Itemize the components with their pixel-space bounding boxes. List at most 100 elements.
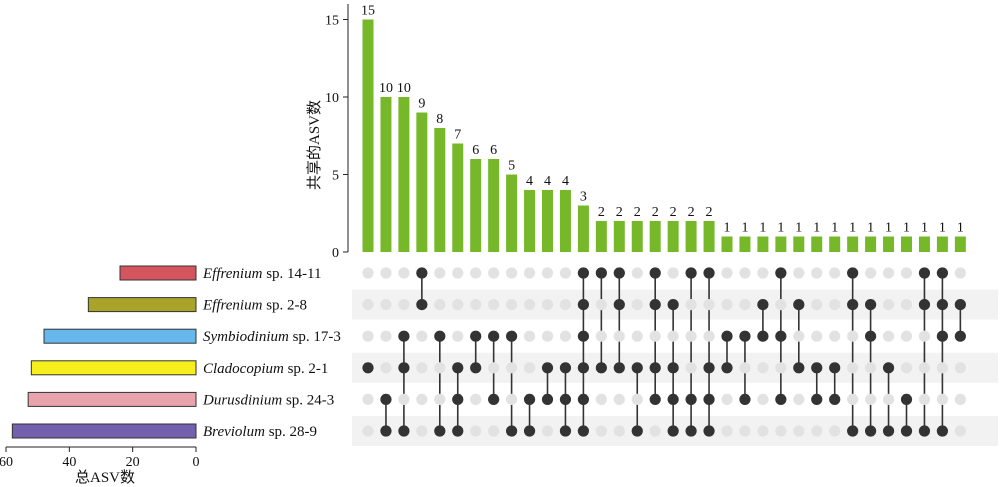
matrix-dot-inactive xyxy=(739,362,751,374)
matrix-dot-active xyxy=(757,299,769,311)
matrix-dot-active xyxy=(936,267,949,279)
matrix-dot-inactive xyxy=(362,330,374,342)
x-tick-label: 60 xyxy=(0,455,13,470)
matrix-dot-active xyxy=(649,267,661,279)
matrix-dot-inactive xyxy=(506,299,518,311)
bar-value-label: 7 xyxy=(454,128,461,143)
matrix-dot-inactive xyxy=(595,393,607,405)
matrix-dot-active xyxy=(649,362,661,374)
matrix-dot-inactive xyxy=(900,362,913,374)
matrix-dot-inactive xyxy=(506,267,518,279)
matrix-dot-inactive xyxy=(811,299,823,311)
matrix-dot-inactive xyxy=(362,299,374,311)
bar-value-label: 1 xyxy=(867,221,874,236)
bar-value-label: 6 xyxy=(472,143,479,158)
intersection-bar xyxy=(380,97,392,252)
intersection-bar xyxy=(631,221,643,252)
y-tick-label: 15 xyxy=(325,14,339,29)
matrix-dot-active xyxy=(577,330,590,342)
intersection-bar xyxy=(918,236,930,252)
bar-value-label: 15 xyxy=(361,4,375,19)
matrix-dot-active xyxy=(882,362,895,374)
matrix-dot-inactive xyxy=(506,393,518,405)
bar-value-label: 2 xyxy=(670,205,677,220)
matrix-dot-inactive xyxy=(936,362,949,374)
matrix-dot-inactive xyxy=(882,393,895,405)
matrix-dot-inactive xyxy=(649,425,661,437)
matrix-dot-inactive xyxy=(559,267,572,279)
bar-value-label: 1 xyxy=(885,221,892,236)
matrix-dot-inactive xyxy=(470,393,482,405)
matrix-dot-active xyxy=(954,299,966,311)
matrix-dot-inactive xyxy=(757,267,769,279)
matrix-dot-inactive xyxy=(685,330,697,342)
matrix-dot-inactive xyxy=(847,393,859,405)
matrix-dot-active xyxy=(416,267,428,279)
y-tick-label: 10 xyxy=(325,91,339,106)
intersection-bar xyxy=(757,236,769,252)
matrix-dot-active xyxy=(703,362,715,374)
bar-value-label: 2 xyxy=(706,205,713,220)
matrix-dot-inactive xyxy=(721,393,733,405)
matrix-dot-inactive xyxy=(631,393,643,405)
matrix-dot-inactive xyxy=(865,362,877,374)
matrix-dot-inactive xyxy=(954,362,966,374)
matrix-dot-active xyxy=(595,362,607,374)
x-axis-label: 总ASV数 xyxy=(75,469,135,486)
matrix-dot-inactive xyxy=(380,299,392,311)
set-size-bar xyxy=(43,328,197,344)
matrix-dot-inactive xyxy=(595,330,607,342)
matrix-dot-inactive xyxy=(739,299,751,311)
matrix-dot-inactive xyxy=(362,393,374,405)
matrix-dot-active xyxy=(667,362,679,374)
matrix-dot-inactive xyxy=(523,362,536,374)
intersection-bar xyxy=(829,236,841,252)
matrix-dot-active xyxy=(703,393,715,405)
matrix-dot-inactive xyxy=(434,393,446,405)
bar-value-label: 1 xyxy=(849,221,856,236)
matrix-dot-active xyxy=(398,425,410,437)
bar-value-label: 2 xyxy=(688,205,695,220)
matrix-dot-inactive xyxy=(595,425,607,437)
matrix-dot-inactive xyxy=(488,299,500,311)
matrix-dot-inactive xyxy=(936,393,949,405)
set-label: Symbiodinium sp. 17-3 xyxy=(203,329,341,345)
intersection-bar xyxy=(847,236,859,252)
bar-value-label: 2 xyxy=(598,205,605,220)
matrix-dot-inactive xyxy=(775,362,787,374)
matrix-dot-inactive xyxy=(362,267,374,279)
matrix-dot-active xyxy=(416,299,428,311)
matrix-dot-active xyxy=(541,393,554,405)
matrix-dot-inactive xyxy=(541,425,554,437)
matrix-dot-inactive xyxy=(380,362,392,374)
matrix-dot-inactive xyxy=(829,267,841,279)
matrix-dot-active xyxy=(865,299,877,311)
bar-value-label: 1 xyxy=(903,221,910,236)
matrix-dot-active xyxy=(362,362,374,374)
bar-value-label: 1 xyxy=(813,221,820,236)
matrix-dot-inactive xyxy=(865,267,877,279)
matrix-dot-active xyxy=(865,330,877,342)
x-tick-label: 20 xyxy=(126,455,140,470)
intersection-bar xyxy=(452,143,464,252)
matrix-dot-inactive xyxy=(703,330,715,342)
matrix-dot-inactive xyxy=(416,330,428,342)
matrix-dot-active xyxy=(811,393,823,405)
intersection-bar xyxy=(865,236,877,252)
matrix-dot-inactive xyxy=(811,330,823,342)
matrix-dot-active xyxy=(506,330,518,342)
bar-value-label: 2 xyxy=(634,205,641,220)
matrix-dot-inactive xyxy=(793,330,805,342)
matrix-dot-inactive xyxy=(613,393,625,405)
matrix-dot-active xyxy=(703,267,715,279)
intersection-bar xyxy=(524,190,536,252)
set-label: Breviolum sp. 28-9 xyxy=(203,424,317,440)
matrix-dot-inactive xyxy=(793,393,805,405)
matrix-dot-active xyxy=(613,299,625,311)
matrix-dot-inactive xyxy=(703,299,715,311)
matrix-dot-inactive xyxy=(900,330,913,342)
matrix-dot-active xyxy=(559,362,572,374)
matrix-dot-active xyxy=(882,425,895,437)
y-tick-label: 0 xyxy=(332,246,339,261)
set-size-bar xyxy=(30,360,197,376)
